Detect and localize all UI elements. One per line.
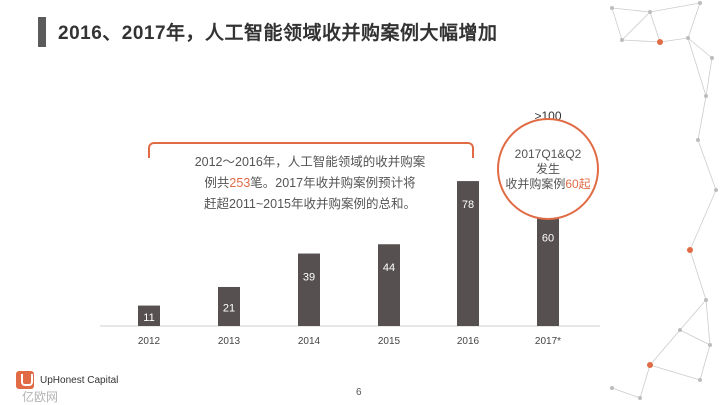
note-highlight-count: 253 [229, 176, 251, 190]
page-number: 6 [356, 387, 362, 398]
callout-line-1: 2017Q1&Q2 [514, 146, 582, 161]
callout-line-3-prefix: 收并购案例 [505, 176, 566, 191]
network-edge [621, 39, 661, 43]
note-line-2-suffix: 笔。2017年收并购案例预计将 [250, 176, 416, 190]
network-node [704, 94, 708, 98]
network-node [678, 328, 682, 332]
bar-2013 [218, 286, 240, 326]
callout-line-3: 收并购案例60起 [505, 177, 590, 192]
callout-highlight: 60起 [565, 176, 591, 191]
callout-line-2: 发生 [535, 161, 560, 176]
bar-2012 [138, 305, 160, 326]
x-tick-2014: 2014 [298, 336, 321, 347]
network-edge [621, 11, 651, 41]
network-node [708, 343, 712, 347]
network-edge [611, 7, 623, 41]
network-edge [649, 11, 661, 43]
network-node [686, 36, 690, 40]
network-edge [687, 37, 707, 97]
value-label-2016: 78 [462, 199, 474, 211]
network-edge [687, 2, 701, 39]
callout-circle: 2017Q1&Q2 发生 收并购案例60起 [497, 118, 599, 220]
network-edge [697, 139, 717, 191]
network-edge [705, 299, 711, 346]
network-node [704, 298, 708, 302]
network-edge [679, 329, 711, 346]
network-edge [689, 189, 717, 251]
x-tick-2015: 2015 [378, 336, 401, 347]
network-node [638, 396, 642, 400]
note-line-2: 例共253笔。2017年收并购案例预计将 [160, 173, 460, 194]
bar-2016 [457, 181, 479, 326]
network-edge [705, 57, 713, 97]
page-title: 2016、2017年，人工智能领域收并购案例大幅增加 [58, 23, 498, 44]
logo-text: UpHonest Capital [40, 374, 119, 386]
network-node [714, 188, 718, 192]
network-node [687, 247, 693, 253]
network-edge [649, 329, 681, 366]
title-accent-bar [38, 17, 46, 47]
value-label-2015: 44 [383, 262, 395, 274]
note-line-3: 赶超2011~2015年收并购案例的总和。 [204, 197, 416, 211]
network-node [620, 38, 624, 42]
network-node [710, 56, 714, 60]
x-tick-2013: 2013 [218, 336, 241, 347]
note-bracket [148, 142, 474, 158]
bar-2017* [537, 214, 559, 326]
network-edge [611, 387, 641, 399]
network-edge [689, 249, 707, 301]
logo-icon [16, 371, 34, 389]
note-line-2-prefix: 例共 [204, 176, 230, 190]
watermark: 亿欧网 [22, 390, 59, 404]
value-label-2014: 39 [303, 272, 315, 284]
bar-2015 [378, 244, 400, 326]
network-edge [649, 2, 701, 13]
x-tick-2012: 2012 [138, 336, 161, 347]
network-node [648, 10, 652, 14]
network-node [698, 1, 702, 5]
value-label-2012: 11 [143, 312, 154, 324]
value-label-2013: 21 [223, 302, 235, 314]
note-line-1: 2012～2016年，人工智能领域的收并购案 [194, 155, 426, 169]
x-tick-2017*: 2017* [535, 336, 561, 347]
network-edge [649, 364, 701, 381]
network-node [698, 378, 702, 382]
network-edge [697, 95, 707, 141]
network-edge [699, 344, 711, 381]
network-node [647, 362, 653, 368]
annotation-note: 2012～2016年，人工智能领域的收并购案 例共253笔。2017年收并购案例… [160, 152, 460, 215]
network-edge [687, 37, 713, 59]
network-node [657, 39, 663, 45]
network-node [696, 138, 700, 142]
x-tick-2016: 2016 [457, 336, 480, 347]
network-edge [679, 299, 707, 331]
company-logo: UpHonest Capital [16, 371, 118, 389]
network-edge [611, 7, 651, 13]
network-node [610, 386, 614, 390]
network-edge [639, 364, 651, 399]
network-node [610, 6, 614, 10]
value-label-2017*: 60 [542, 233, 554, 245]
bar-2014 [298, 253, 320, 326]
network-edge [659, 37, 689, 43]
